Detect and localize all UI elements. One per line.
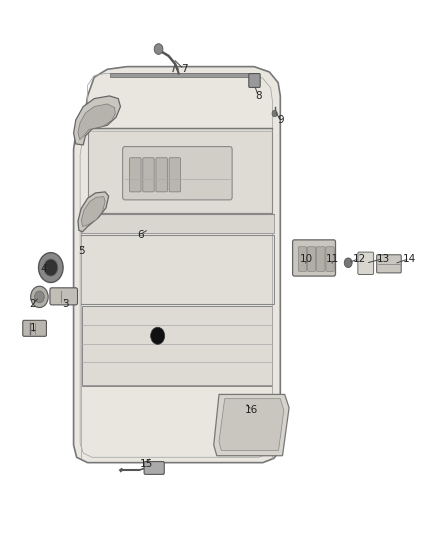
Polygon shape bbox=[78, 192, 109, 232]
Text: 10: 10 bbox=[300, 254, 313, 263]
Circle shape bbox=[35, 291, 44, 303]
FancyBboxPatch shape bbox=[169, 158, 180, 192]
Text: 2: 2 bbox=[29, 299, 36, 309]
Text: 12: 12 bbox=[353, 254, 366, 263]
Polygon shape bbox=[88, 128, 272, 213]
FancyBboxPatch shape bbox=[249, 74, 260, 87]
Polygon shape bbox=[74, 67, 280, 463]
FancyBboxPatch shape bbox=[326, 247, 334, 271]
Text: 3: 3 bbox=[62, 299, 69, 309]
Polygon shape bbox=[219, 399, 284, 450]
FancyBboxPatch shape bbox=[317, 247, 325, 271]
Text: 5: 5 bbox=[78, 246, 85, 255]
FancyBboxPatch shape bbox=[50, 288, 78, 305]
Circle shape bbox=[31, 286, 48, 308]
Text: 1: 1 bbox=[29, 323, 36, 333]
FancyBboxPatch shape bbox=[130, 158, 141, 192]
Circle shape bbox=[344, 258, 352, 268]
Polygon shape bbox=[74, 96, 120, 145]
Circle shape bbox=[151, 327, 165, 344]
FancyBboxPatch shape bbox=[143, 158, 154, 192]
Text: 13: 13 bbox=[377, 254, 390, 263]
Polygon shape bbox=[82, 306, 272, 386]
Text: 8: 8 bbox=[255, 91, 262, 101]
Text: 9: 9 bbox=[277, 115, 284, 125]
Text: 6: 6 bbox=[137, 230, 144, 239]
Text: 15: 15 bbox=[140, 459, 153, 469]
Text: 16: 16 bbox=[245, 406, 258, 415]
FancyBboxPatch shape bbox=[123, 147, 232, 200]
Polygon shape bbox=[78, 104, 115, 140]
FancyBboxPatch shape bbox=[144, 462, 164, 474]
Text: 14: 14 bbox=[403, 254, 416, 263]
FancyBboxPatch shape bbox=[293, 240, 336, 276]
Polygon shape bbox=[81, 235, 274, 304]
Circle shape bbox=[154, 44, 163, 54]
Circle shape bbox=[272, 110, 277, 117]
FancyBboxPatch shape bbox=[358, 252, 374, 274]
Polygon shape bbox=[214, 394, 289, 456]
FancyBboxPatch shape bbox=[156, 158, 167, 192]
Text: 11: 11 bbox=[326, 254, 339, 263]
Circle shape bbox=[44, 259, 58, 276]
FancyBboxPatch shape bbox=[23, 320, 46, 336]
FancyBboxPatch shape bbox=[377, 255, 401, 273]
Polygon shape bbox=[81, 214, 274, 233]
Text: 7: 7 bbox=[180, 64, 187, 74]
Circle shape bbox=[39, 253, 63, 282]
FancyBboxPatch shape bbox=[307, 247, 316, 271]
Text: 4: 4 bbox=[40, 264, 47, 274]
Polygon shape bbox=[110, 73, 252, 77]
Polygon shape bbox=[81, 197, 105, 227]
FancyBboxPatch shape bbox=[298, 247, 307, 271]
